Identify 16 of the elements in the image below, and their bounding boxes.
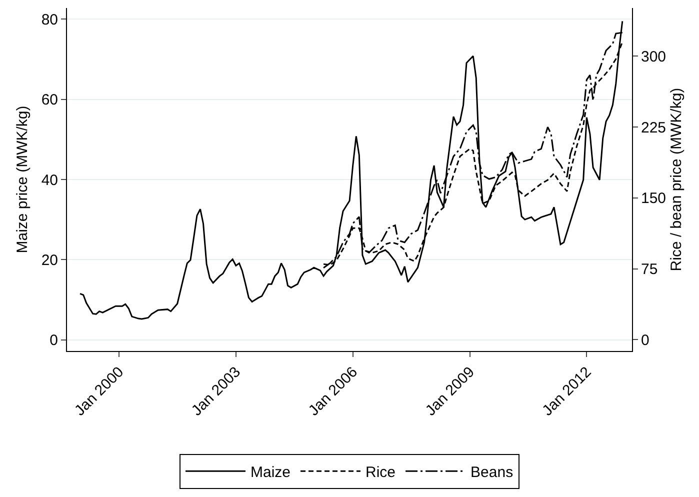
y2-axis-title: Rice / bean price (MWK/kg) [668,88,686,272]
y-axis-title: Maize price (MWK/kg) [14,106,31,254]
legend-label: Maize [250,464,291,481]
legend-label: Rice [366,464,396,481]
y-tick-label: 20 [41,252,58,269]
y-tick-label: 40 [41,172,58,189]
y2-tick-label: 300 [641,48,666,66]
legend-label: Beans [470,464,514,481]
y2-tick-label: 150 [641,190,666,208]
y2-tick-label: 225 [641,119,666,136]
y2-tick-label: 75 [641,261,658,278]
line-series [79,20,624,320]
y-tick-label: 60 [41,92,58,109]
y-tick-label: 80 [41,11,58,28]
y2-tick-label: 0 [641,332,650,349]
y-tick-label: 0 [50,332,58,350]
